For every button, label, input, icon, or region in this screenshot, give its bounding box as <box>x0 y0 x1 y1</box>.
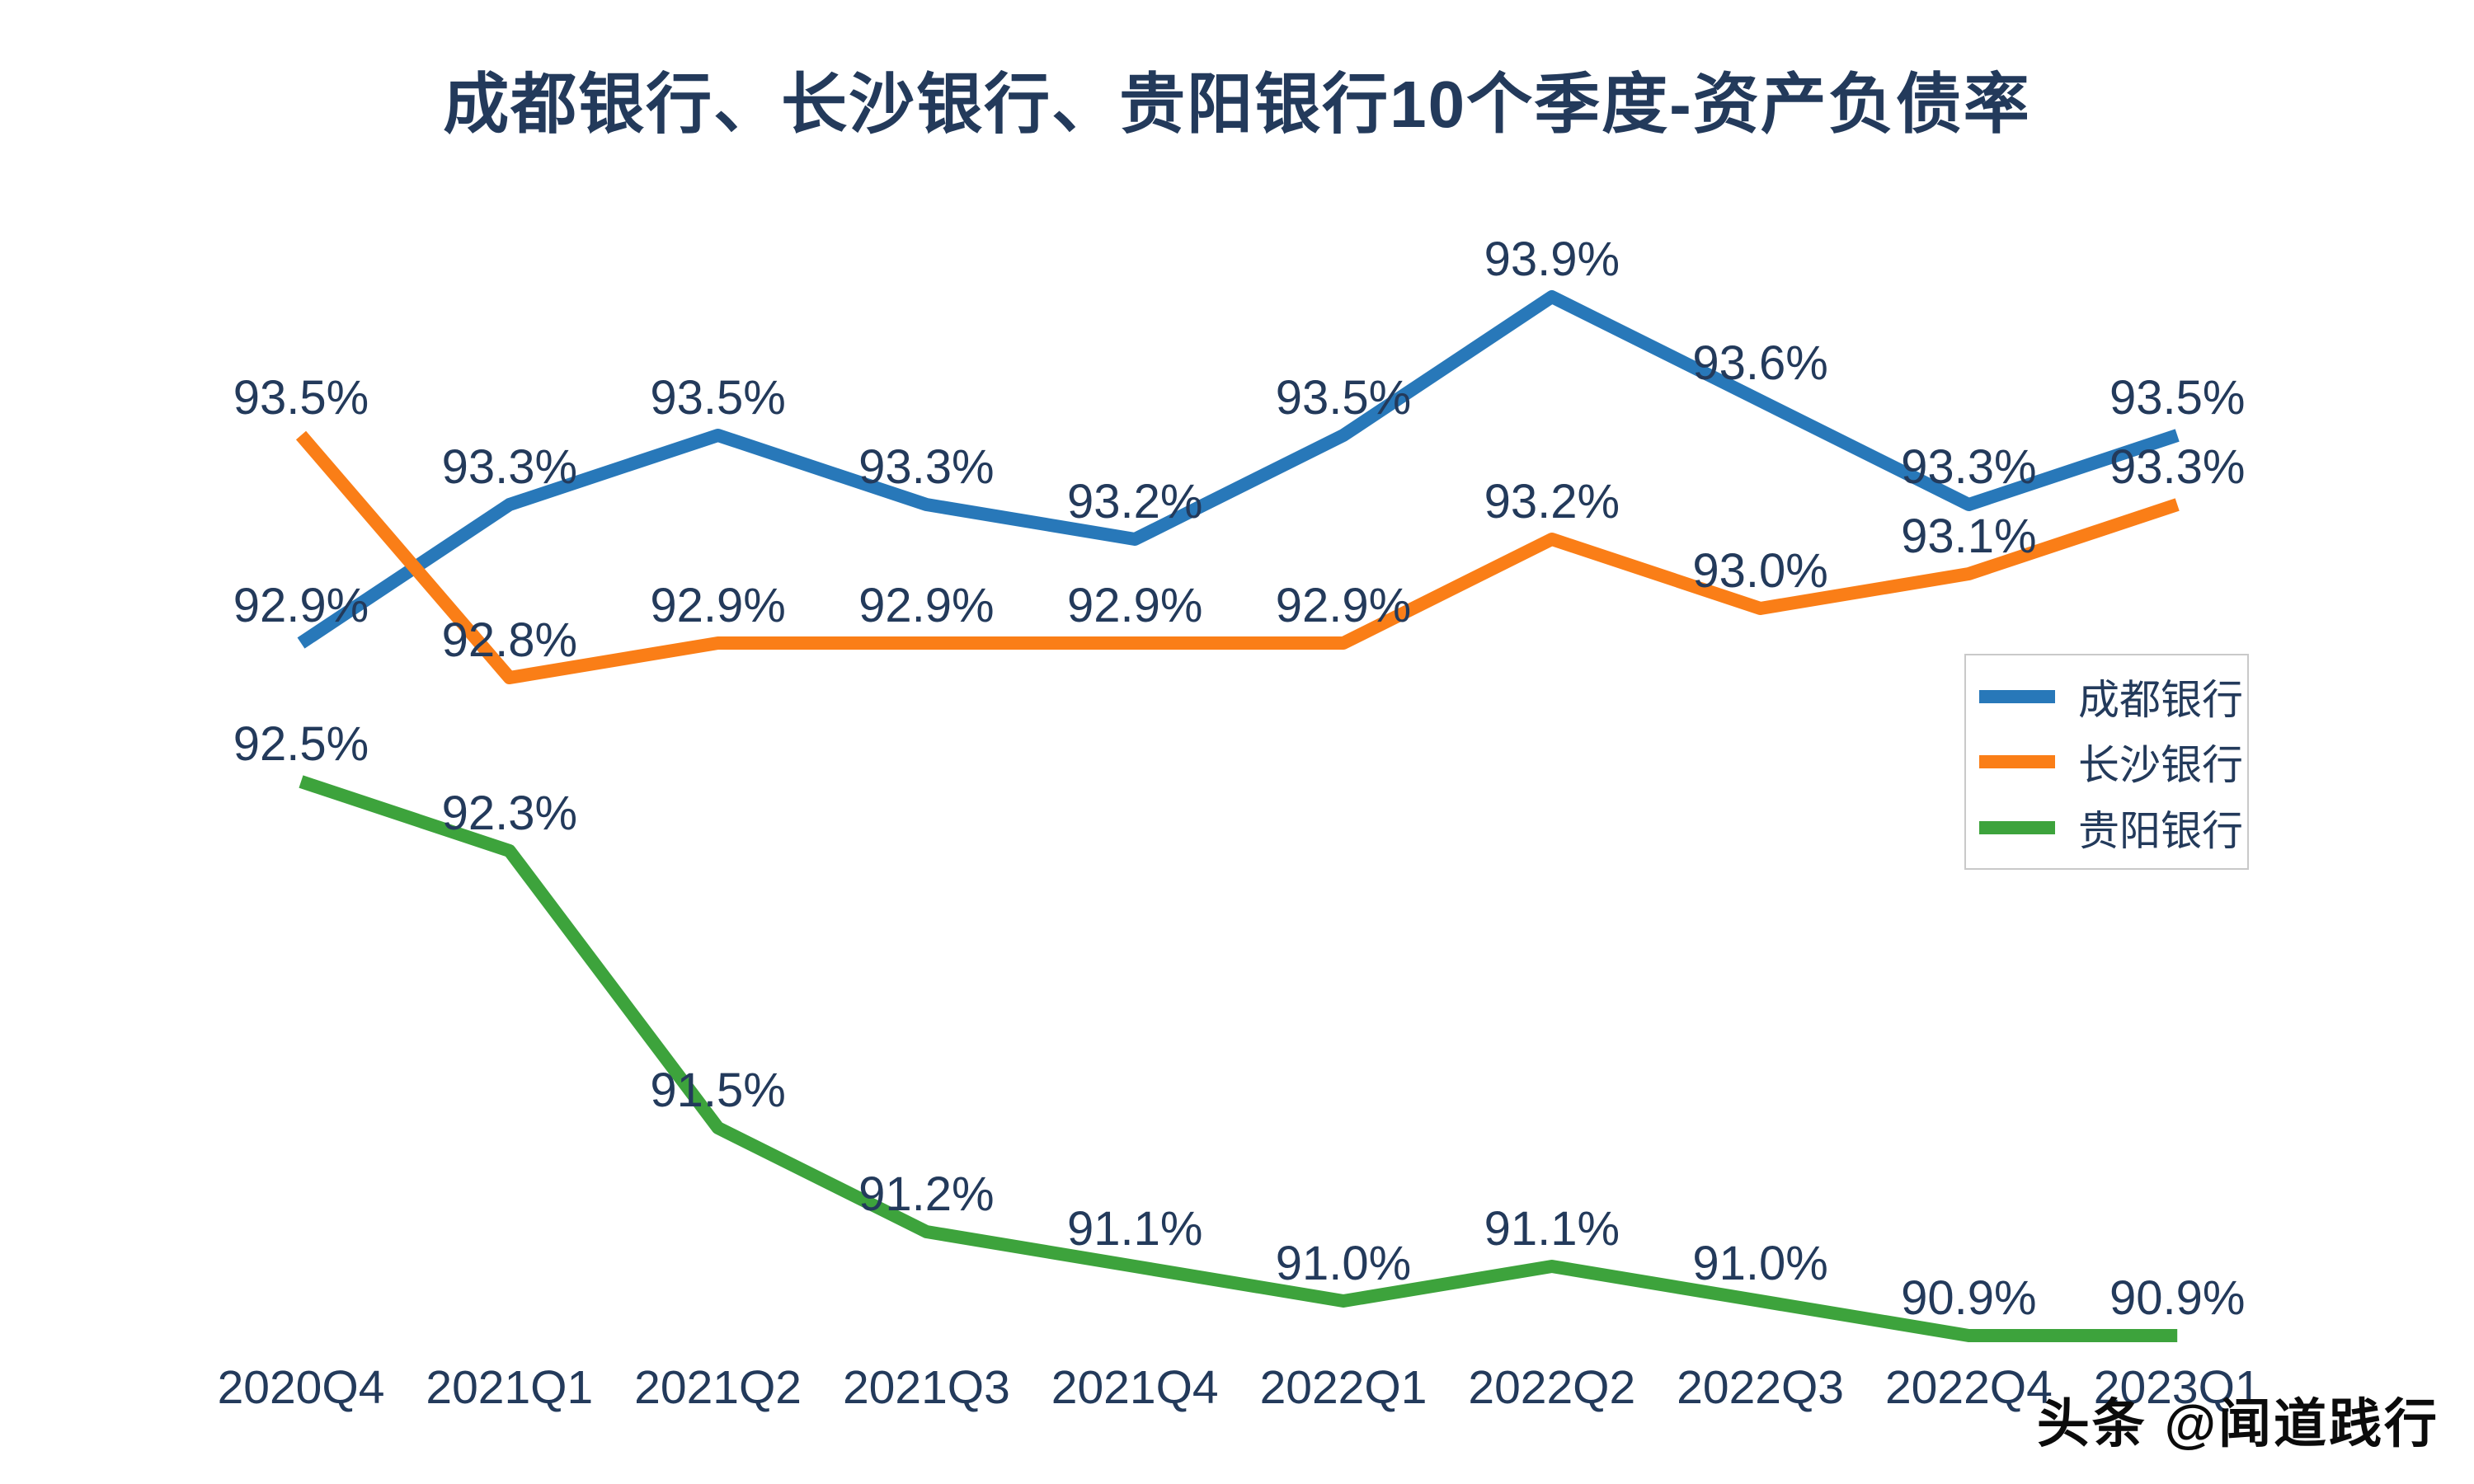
x-axis-label-0: 2020Q4 <box>218 1361 385 1414</box>
data-label-series1-pt0: 93.5% <box>233 371 369 425</box>
legend-label: 贵阳银行 <box>2078 807 2243 854</box>
legend-item-guiyang-bank: 贵阳银行 <box>1979 798 2247 857</box>
data-label-series2-pt8: 90.9% <box>1901 1271 2036 1325</box>
data-label-series0-pt3: 93.3% <box>858 440 994 494</box>
x-axis-label-1: 2021Q1 <box>426 1361 593 1414</box>
data-label-series2-pt9: 90.9% <box>2109 1271 2245 1325</box>
line-series-0 <box>297 290 2180 649</box>
data-label-series2-pt1: 92.3% <box>442 787 577 840</box>
data-label-series0-pt8: 93.3% <box>1901 440 2036 494</box>
legend-swatch-line-icon <box>1979 689 2055 703</box>
legend-swatch-line-icon <box>1979 820 2055 834</box>
data-label-series0-pt1: 93.3% <box>442 440 577 494</box>
x-axis-label-8: 2022Q4 <box>1885 1361 2053 1414</box>
data-label-series2-pt7: 91.0% <box>1692 1237 1827 1290</box>
data-label-series1-pt2: 92.9% <box>650 579 785 632</box>
data-label-series2-pt4: 91.1% <box>1067 1202 1202 1256</box>
x-axis-label-6: 2022Q2 <box>1468 1361 1635 1414</box>
legend: 成都银行 长沙银行 贵阳银行 <box>1964 654 2249 870</box>
data-label-series0-pt0: 92.9% <box>233 579 369 632</box>
x-axis-label-2: 2021Q2 <box>634 1361 802 1414</box>
legend-item-changsha-bank: 长沙银行 <box>1979 732 2247 791</box>
x-axis-label-9: 2023Q1 <box>2094 1361 2261 1414</box>
legend-label: 长沙银行 <box>2078 742 2243 788</box>
data-label-series1-pt4: 92.9% <box>1067 579 1202 632</box>
legend-item-chengdu-bank: 成都银行 <box>1979 667 2247 726</box>
watermark-text: 头条 @闻道践行 <box>2036 1394 2439 1453</box>
data-label-series1-pt5: 92.9% <box>1276 579 1411 632</box>
data-label-series2-pt6: 91.1% <box>1484 1202 1620 1256</box>
chart-title: 成都银行、长沙银行、贵阳银行10个季度-资产负债率 <box>443 68 2031 141</box>
data-label-series0-pt7: 93.6% <box>1692 336 1827 390</box>
x-axis-label-5: 2022Q1 <box>1260 1361 1427 1414</box>
x-axis-label-7: 2022Q3 <box>1677 1361 1844 1414</box>
data-label-series0-pt6: 93.9% <box>1484 232 1620 286</box>
line-series-1 <box>295 430 2180 684</box>
x-axis-label-3: 2021Q3 <box>843 1361 1010 1414</box>
legend-label: 成都银行 <box>2078 676 2243 723</box>
data-label-series1-pt6: 93.2% <box>1484 475 1620 528</box>
data-label-series0-pt5: 93.5% <box>1276 371 1411 425</box>
x-axis-label-4: 2021Q4 <box>1051 1361 1219 1414</box>
data-label-series2-pt3: 91.2% <box>858 1167 994 1221</box>
data-label-series1-pt1: 92.8% <box>442 613 577 667</box>
data-label-series2-pt0: 92.5% <box>233 717 369 771</box>
data-label-series2-pt5: 91.0% <box>1276 1237 1411 1290</box>
data-label-series0-pt2: 93.5% <box>650 371 785 425</box>
line-series-2 <box>299 775 2178 1342</box>
data-label-series1-pt9: 93.3% <box>2109 440 2245 494</box>
data-label-series1-pt7: 93.0% <box>1692 544 1827 598</box>
data-label-series0-pt4: 93.2% <box>1067 475 1202 528</box>
watermark: 头条 @闻道践行 <box>2037 1382 2439 1458</box>
data-label-series0-pt9: 93.5% <box>2109 371 2245 425</box>
legend-swatch-line-icon <box>1979 755 2055 768</box>
data-label-series2-pt2: 91.5% <box>650 1064 785 1117</box>
data-label-series1-pt3: 92.9% <box>858 579 994 632</box>
data-label-series1-pt8: 93.1% <box>1901 510 2036 563</box>
